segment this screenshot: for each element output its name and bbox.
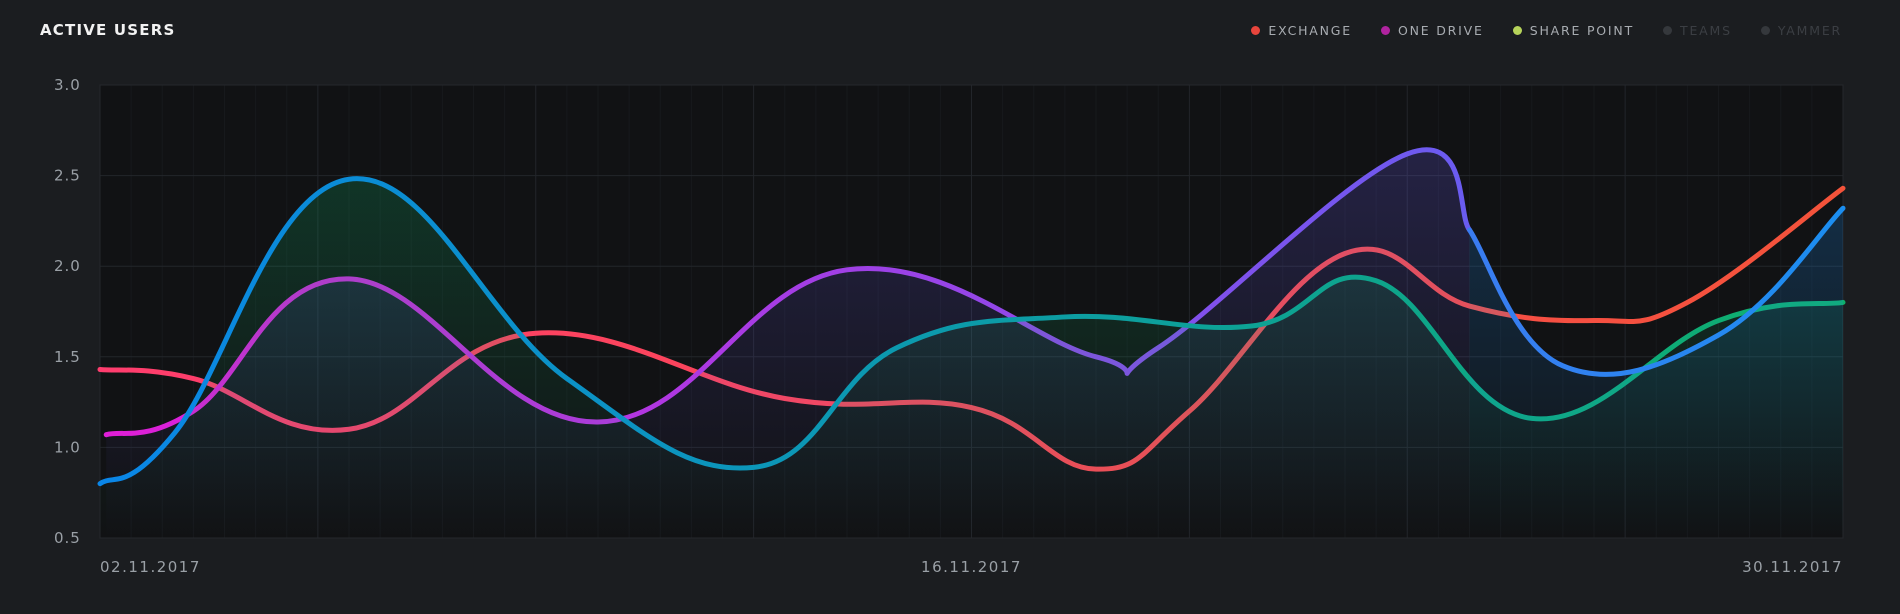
legend-label: EXCHANGE xyxy=(1268,23,1352,38)
y-tick-label: 0.5 xyxy=(54,529,81,547)
legend-label: TEAMS xyxy=(1680,23,1732,38)
y-tick-label: 1.5 xyxy=(54,348,81,366)
y-tick-label: 1.0 xyxy=(54,438,81,456)
series-line[interactable] xyxy=(1467,205,1846,377)
legend-dot-icon xyxy=(1663,26,1673,35)
series-area xyxy=(1469,208,1843,538)
series-group xyxy=(97,147,1846,539)
chart-title: ACTIVE USERS xyxy=(40,21,176,39)
legend-dot-icon xyxy=(1512,26,1522,35)
legend-label: ONE DRIVE xyxy=(1398,23,1484,38)
legend-item-one-drive[interactable]: ONE DRIVE xyxy=(1381,23,1484,38)
x-tick-label: 30.11.2017 xyxy=(1742,558,1843,576)
legend-dot-icon xyxy=(1381,26,1390,35)
legend-item-exchange[interactable]: EXCHANGE xyxy=(1251,23,1352,38)
legend-dot-icon xyxy=(1760,26,1770,35)
x-tick-label: 16.11.2017 xyxy=(921,558,1022,576)
y-tick-label: 2.5 xyxy=(54,167,81,185)
legend-label: YAMMER xyxy=(1777,23,1842,38)
chart-legend: EXCHANGE ONE DRIVE SHARE POINT TEAMS YAM… xyxy=(1222,23,1842,38)
legend-item-teams[interactable]: TEAMS xyxy=(1663,23,1732,38)
series-area xyxy=(100,178,1843,539)
x-tick-label: 02.11.2017 xyxy=(100,558,201,576)
legend-label: SHARE POINT xyxy=(1529,23,1635,38)
legend-item-share-point[interactable]: SHARE POINT xyxy=(1512,23,1635,38)
y-tick-label: 2.0 xyxy=(54,257,81,275)
legend-item-yammer[interactable]: YAMMER xyxy=(1760,23,1842,38)
legend-dot-icon xyxy=(1251,26,1261,35)
y-tick-label: 3.0 xyxy=(54,76,81,94)
